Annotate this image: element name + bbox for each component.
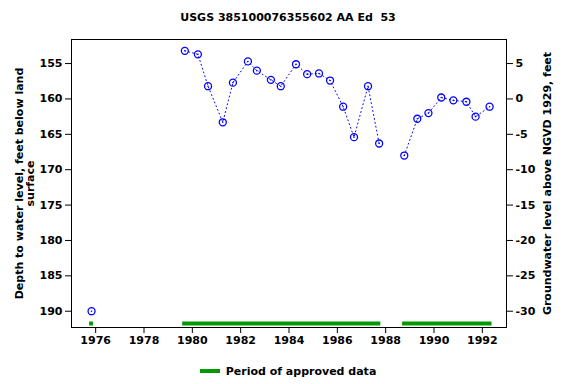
svg-text:-30: -30 — [516, 305, 536, 318]
svg-text:1990: 1990 — [419, 334, 450, 347]
svg-text:175: 175 — [40, 199, 63, 212]
svg-text:155: 155 — [40, 57, 63, 70]
svg-text:1982: 1982 — [225, 334, 256, 347]
svg-text:-15: -15 — [516, 199, 536, 212]
svg-text:190: 190 — [40, 305, 63, 318]
html-text:Period of approved data: Period of approved data — [225, 364, 377, 378]
svg-text:Groundwater level above NGVD 1: Groundwater level above NGVD 1929, feet — [541, 52, 554, 315]
svg-text:165: 165 — [40, 128, 63, 141]
svg-text:1986: 1986 — [322, 334, 353, 347]
html-text:USGS 385100076355602 AA Ed 53: USGS 385100076355602 AA Ed 53 — [180, 11, 396, 24]
svg-text:1988: 1988 — [370, 334, 401, 347]
svg-text:1978: 1978 — [129, 334, 160, 347]
svg-text:-10: -10 — [516, 163, 536, 176]
svg-text:1984: 1984 — [274, 334, 305, 347]
svg-text:-5: -5 — [516, 128, 528, 141]
svg-text:160: 160 — [40, 92, 63, 105]
svg-text:1976: 1976 — [80, 334, 111, 347]
svg-text:-20: -20 — [516, 234, 536, 247]
svg-text:1992: 1992 — [467, 334, 498, 347]
svg-text:1980: 1980 — [177, 334, 208, 347]
svg-text:Depth to water level, feet bel: Depth to water level, feet below landsur… — [13, 68, 37, 300]
svg-text:-25: -25 — [516, 269, 536, 282]
svg-text:170: 170 — [40, 163, 63, 176]
svg-text:185: 185 — [40, 269, 63, 282]
svg-text:0: 0 — [516, 92, 524, 105]
svg-text:180: 180 — [40, 234, 63, 247]
svg-text:5: 5 — [516, 57, 524, 70]
